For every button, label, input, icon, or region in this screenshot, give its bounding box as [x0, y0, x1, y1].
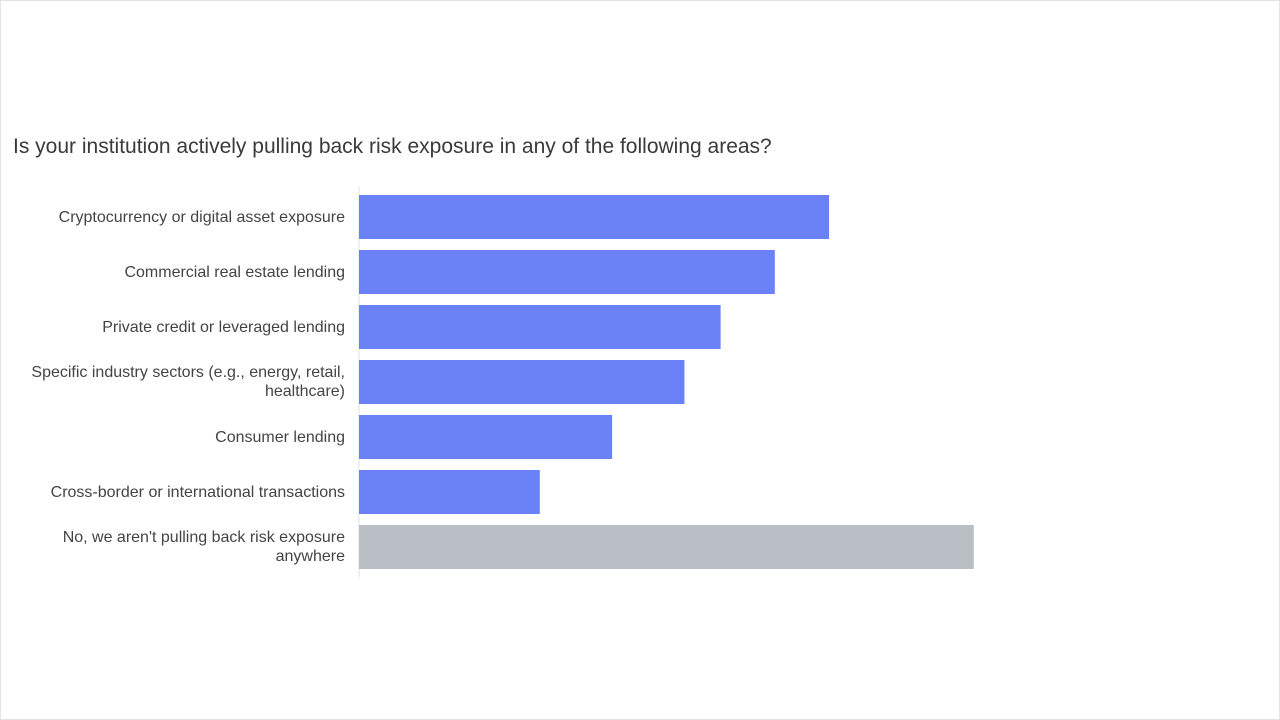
bar: [359, 195, 830, 239]
category-label: Consumer lending: [215, 428, 345, 446]
chart-title: Is your institution actively pulling bac…: [13, 135, 772, 158]
bar: [359, 360, 685, 404]
category-label: Cross-border or international transactio…: [50, 483, 345, 501]
category-label: No, we aren't pulling back risk exposure…: [62, 529, 345, 565]
category-label: Private credit or leveraged lending: [102, 318, 345, 336]
bar: [359, 525, 974, 569]
bar: [359, 305, 721, 349]
category-label: Cryptocurrency or digital asset exposure: [58, 208, 345, 226]
category-label: Specific industry sectors (e.g., energy,…: [31, 364, 345, 400]
bar: [359, 470, 540, 514]
bar: [359, 415, 613, 459]
bar: [359, 250, 775, 294]
category-label: Commercial real estate lending: [124, 263, 345, 281]
